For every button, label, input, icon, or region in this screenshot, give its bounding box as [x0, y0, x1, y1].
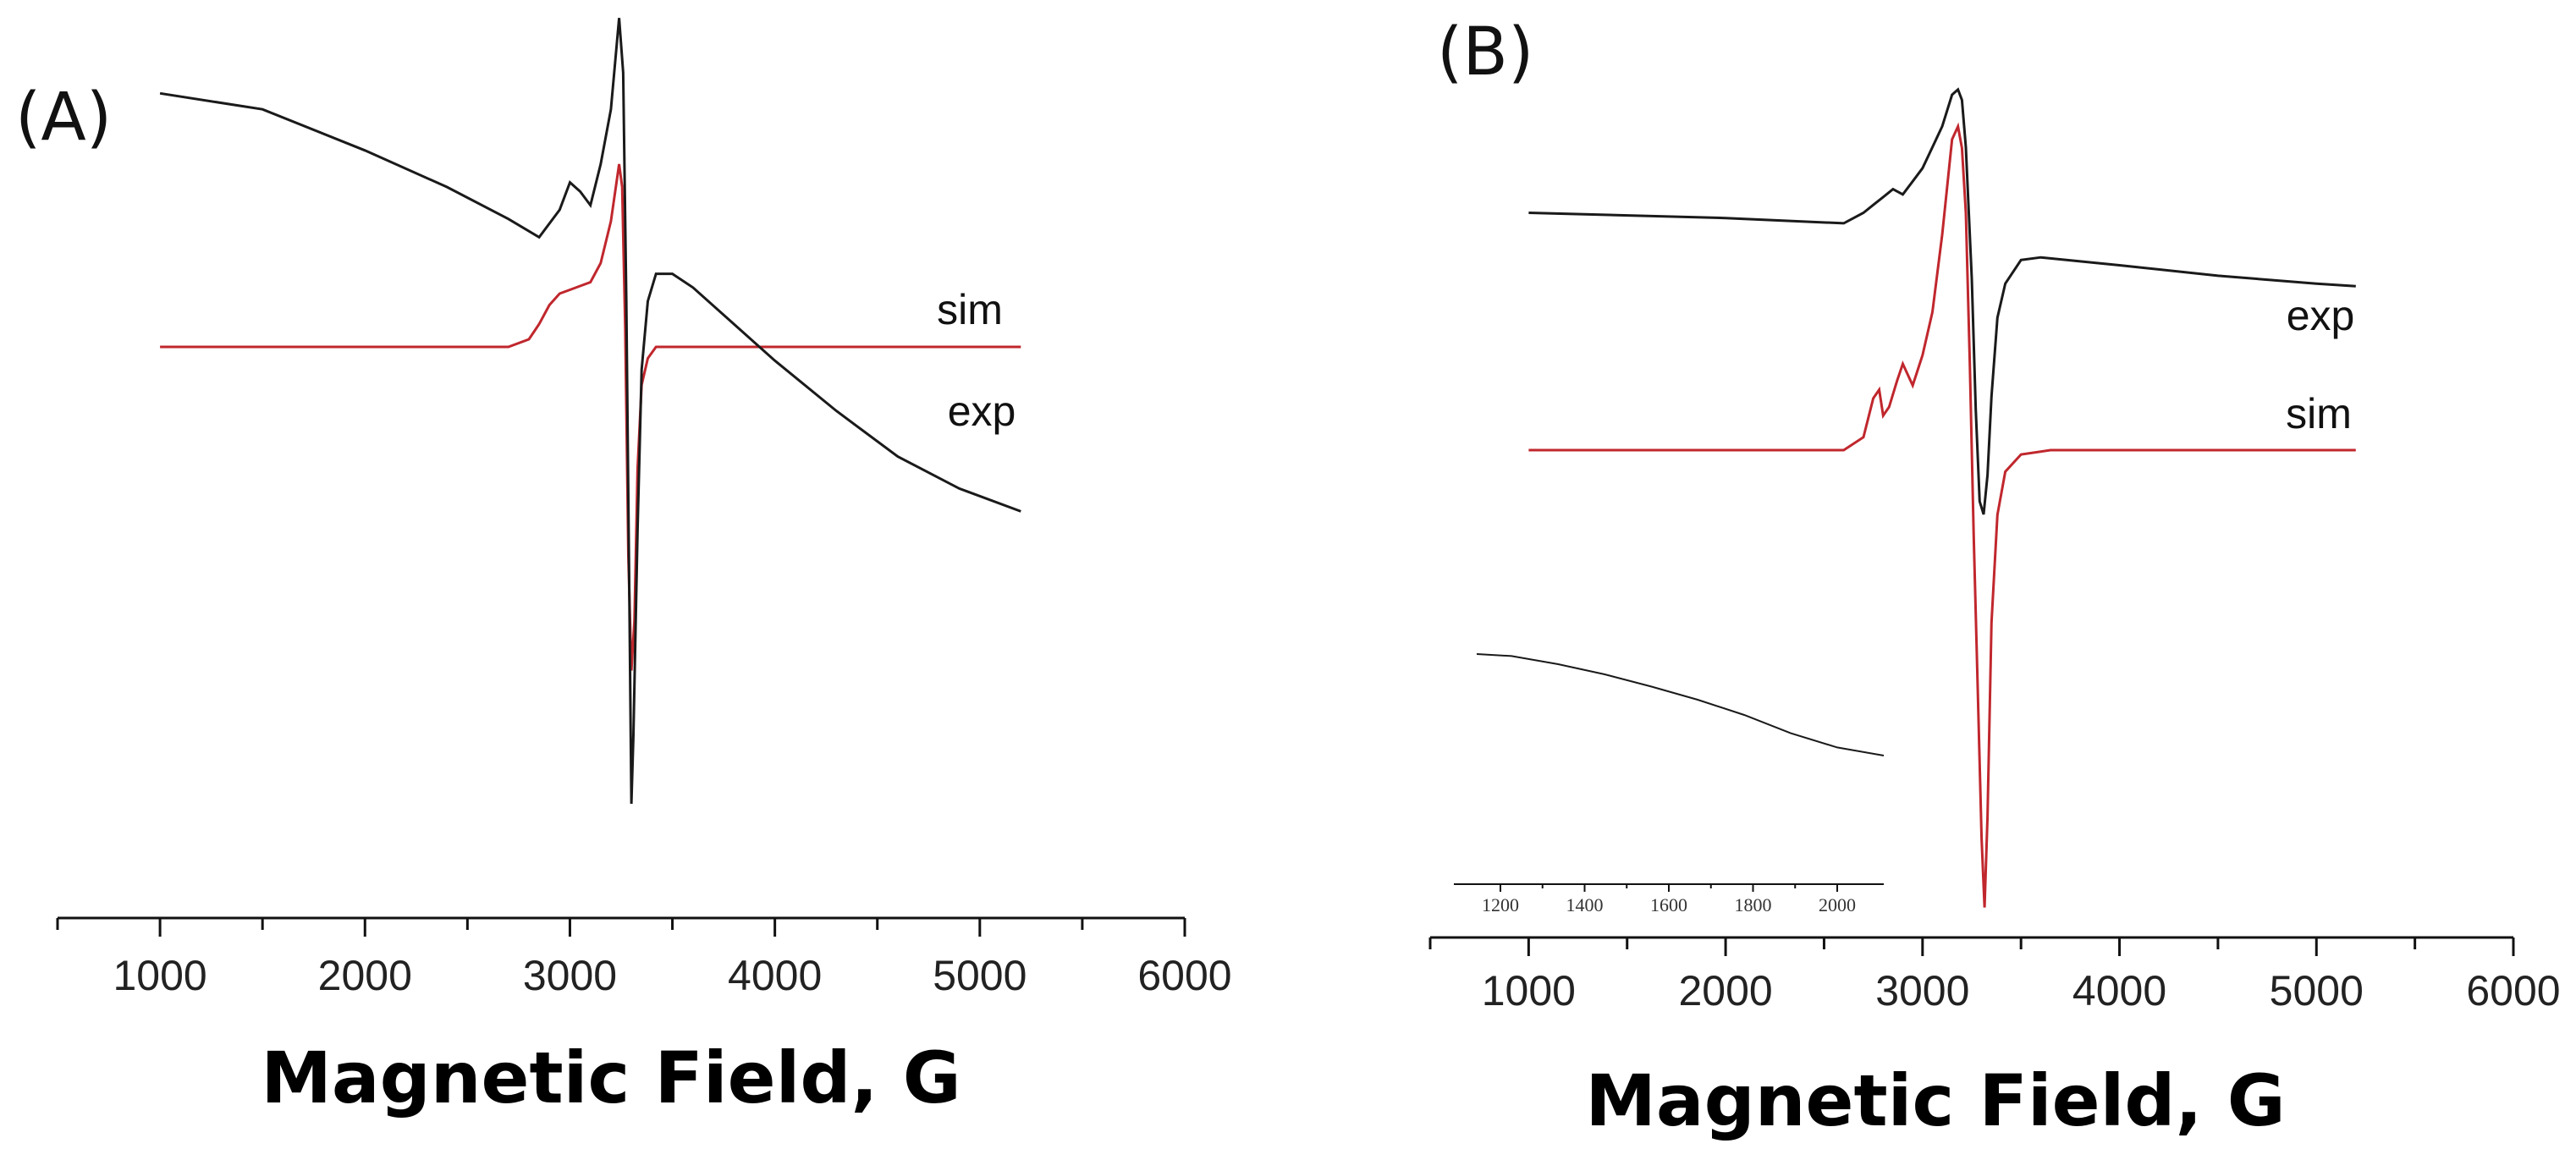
- panel-b-exp-line: [1528, 87, 2356, 515]
- panel-b-tick-label: 3000: [1875, 967, 1969, 1014]
- panel-a-exp-label: exp: [948, 388, 1016, 435]
- panel-b-tick-label: 2000: [1678, 967, 1772, 1014]
- panel-b-tick-label: 4000: [2072, 967, 2166, 1014]
- panel-b-inset-tick-label: 1200: [1482, 894, 1519, 915]
- panel-a-label: (A): [15, 80, 112, 156]
- panel-a-tick-labels: 1000 2000 3000 4000 5000 6000: [113, 952, 1231, 999]
- panel-a: (A) 1000 2000 3000 4000 5000 6000 Magnet…: [15, 18, 1232, 1119]
- panel-b-exp-label: exp: [2287, 292, 2355, 339]
- panel-a-tick-label: 4000: [728, 952, 822, 999]
- panel-b-inset-ticks: [1500, 884, 1838, 892]
- panel-b-inset-line: [1476, 653, 1885, 756]
- panel-b-sim-label: sim: [2286, 390, 2352, 437]
- panel-b-inset-tick-label: 2000: [1819, 894, 1856, 915]
- panel-b: (B) 1000 2000 3000 4000 5000 6000 Magnet…: [1428, 14, 2561, 1142]
- panel-a-x-axis-title: Magnetic Field, G: [261, 1036, 960, 1119]
- panel-a-tick-label: 3000: [523, 952, 617, 999]
- panel-b-ticks: [1428, 937, 2515, 956]
- panel-b-inset-tick-labels: 1200 1400 1600 1800 2000: [1482, 894, 1856, 915]
- panel-b-inset: 1200 1400 1600 1800 2000: [1454, 653, 1885, 915]
- panel-a-sim-label: sim: [937, 286, 1003, 333]
- panel-b-x-axis-title: Magnetic Field, G: [1585, 1059, 2285, 1142]
- panel-b-label: (B): [1437, 14, 1533, 91]
- panel-a-tick-label: 5000: [933, 952, 1027, 999]
- panel-a-sim-line: [160, 163, 1021, 671]
- panel-a-tick-label: 1000: [113, 952, 206, 999]
- panel-b-inset-tick-label: 1800: [1735, 894, 1772, 915]
- panel-b-tick-labels: 1000 2000 3000 4000 5000 6000: [1482, 967, 2561, 1014]
- panel-a-tick-label: 6000: [1137, 952, 1231, 999]
- panel-a-tick-label: 2000: [318, 952, 412, 999]
- panel-b-tick-label: 6000: [2466, 967, 2560, 1014]
- panel-a-exp-line: [159, 18, 1021, 805]
- panel-b-inset-tick-label: 1400: [1566, 894, 1604, 915]
- panel-b-inset-tick-label: 1600: [1650, 894, 1687, 915]
- panel-b-tick-label: 1000: [1482, 967, 1576, 1014]
- panel-b-sim-line: [1528, 122, 2356, 908]
- panel-a-ticks: [56, 918, 1186, 937]
- panel-b-tick-label: 5000: [2270, 967, 2364, 1014]
